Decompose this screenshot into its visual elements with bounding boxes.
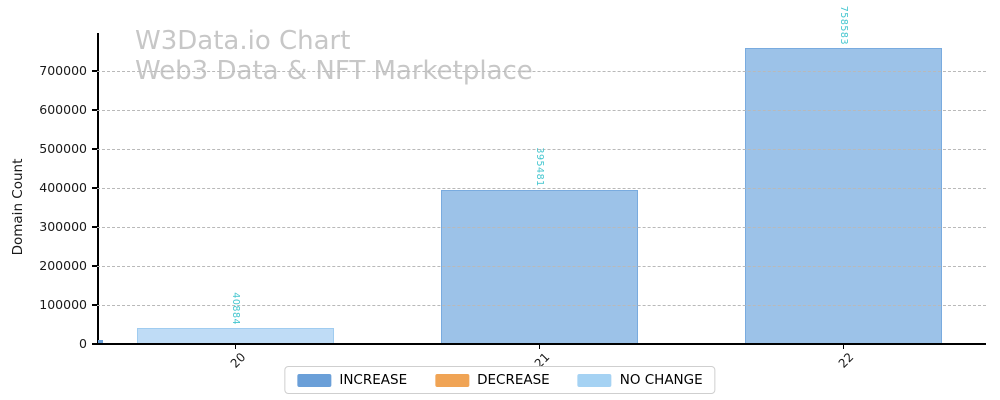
legend-item-increase: INCREASE <box>297 372 407 388</box>
x-tick-mark <box>842 344 845 349</box>
legend-label-increase: INCREASE <box>339 372 408 388</box>
y-tick-label: 700000 <box>39 62 87 78</box>
x-tick-mark <box>538 344 541 349</box>
gridline <box>97 109 986 111</box>
x-tick-mark <box>234 344 237 349</box>
gridline <box>97 70 986 72</box>
gridline <box>97 226 986 228</box>
y-tick-label: 100000 <box>39 296 87 312</box>
chart-title: W3Data.io Chart <box>135 26 351 56</box>
bar-22 <box>745 48 942 344</box>
tiny-bar-artifact <box>98 340 103 344</box>
chart-legend: INCREASE DECREASE NO CHANGE <box>284 366 716 394</box>
gridline <box>97 265 986 267</box>
bar-value-annotation: 40884 <box>230 292 241 326</box>
y-tick-mark <box>92 265 97 267</box>
gridline <box>97 304 986 306</box>
gridline <box>97 148 986 150</box>
y-tick-label: 600000 <box>39 101 87 117</box>
y-tick-mark <box>92 187 97 189</box>
legend-label-decrease: DECREASE <box>477 372 550 388</box>
x-tick-label: 22 <box>835 350 857 371</box>
y-tick-label: 0 <box>79 336 87 351</box>
increase-swatch-icon <box>297 373 332 387</box>
gridline <box>97 187 986 189</box>
legend-label-no-change: NO CHANGE <box>619 372 703 388</box>
legend-item-decrease: DECREASE <box>435 372 550 388</box>
bar-value-annotation: 758583 <box>838 5 849 45</box>
y-tick-mark <box>92 343 97 345</box>
plot-area: 40884 395481 758583 0 100000 200000 300000 400… <box>39 6 986 371</box>
x-tick-label: 20 <box>227 350 249 371</box>
y-axis-label: Domain Count <box>10 158 26 256</box>
y-tick-mark <box>92 226 97 228</box>
decrease-swatch-icon <box>435 373 470 387</box>
bar-value-annotation: 395481 <box>534 147 545 187</box>
y-tick-label: 500000 <box>39 140 87 156</box>
y-tick-mark <box>92 304 97 306</box>
y-tick-label: 300000 <box>39 218 87 234</box>
y-tick-mark <box>92 109 97 111</box>
y-tick-label: 400000 <box>39 179 87 195</box>
y-tick-label: 200000 <box>39 257 87 273</box>
no-change-swatch-icon <box>577 373 612 387</box>
y-tick-mark <box>92 148 97 150</box>
x-axis-spine <box>97 343 986 345</box>
bar-20 <box>137 328 334 344</box>
y-tick-mark <box>92 70 97 72</box>
legend-item-no-change: NO CHANGE <box>577 372 703 388</box>
